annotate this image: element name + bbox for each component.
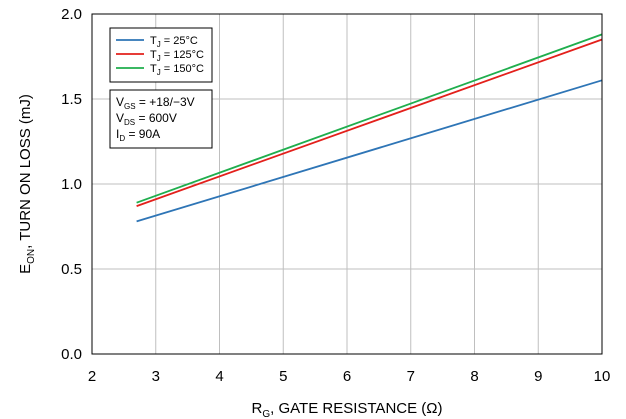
condition-line-1: VDS = 600V [116, 111, 177, 127]
legend-label-2: TJ = 150°C [150, 63, 204, 77]
y-tick-label: 1.0 [61, 176, 82, 193]
legend-label-1: TJ = 125°C [150, 49, 204, 63]
grid-lines [92, 14, 602, 354]
x-tick-label: 5 [279, 368, 287, 385]
x-tick-label: 4 [215, 368, 223, 385]
conditions-box [109, 89, 213, 149]
x-tick-label: 2 [88, 368, 96, 385]
y-axis-title: EON, TURN ON LOSS (mJ) [17, 94, 37, 274]
series-line-0 [136, 79, 603, 223]
legend-entries: TJ = 25°CTJ = 125°CTJ = 150°C [116, 35, 204, 77]
legend: TJ = 25°CTJ = 125°CTJ = 150°C [109, 27, 213, 83]
y-tick-labels: 0.0 0.5 1.0 1.5 2.0 [61, 6, 82, 363]
x-tick-label: 10 [594, 368, 611, 385]
series-line-1 [136, 38, 603, 207]
x-tick-label: 3 [152, 368, 160, 385]
x-tick-label: 6 [343, 368, 351, 385]
series-line-2 [136, 33, 603, 204]
legend-box [109, 27, 213, 83]
plot-frame [91, 13, 603, 355]
y-tick-label: 0.5 [61, 261, 82, 278]
legend-label-0: TJ = 25°C [150, 35, 198, 49]
series-lines [136, 33, 603, 223]
condition-line-0: VGS = +18/−3V [116, 95, 195, 111]
y-tick-label: 2.0 [61, 6, 82, 23]
condition-line-2: ID = 90A [116, 127, 160, 143]
x-tick-label: 9 [534, 368, 542, 385]
x-tick-labels: 2 3 4 5 6 7 8 9 10 [88, 368, 611, 385]
y-tick-label: 0.0 [61, 346, 82, 363]
x-axis-title: RG, GATE RESISTANCE (Ω) [252, 400, 443, 419]
x-tick-label: 7 [407, 368, 415, 385]
x-tick-label: 8 [470, 368, 478, 385]
y-tick-label: 1.5 [61, 91, 82, 108]
